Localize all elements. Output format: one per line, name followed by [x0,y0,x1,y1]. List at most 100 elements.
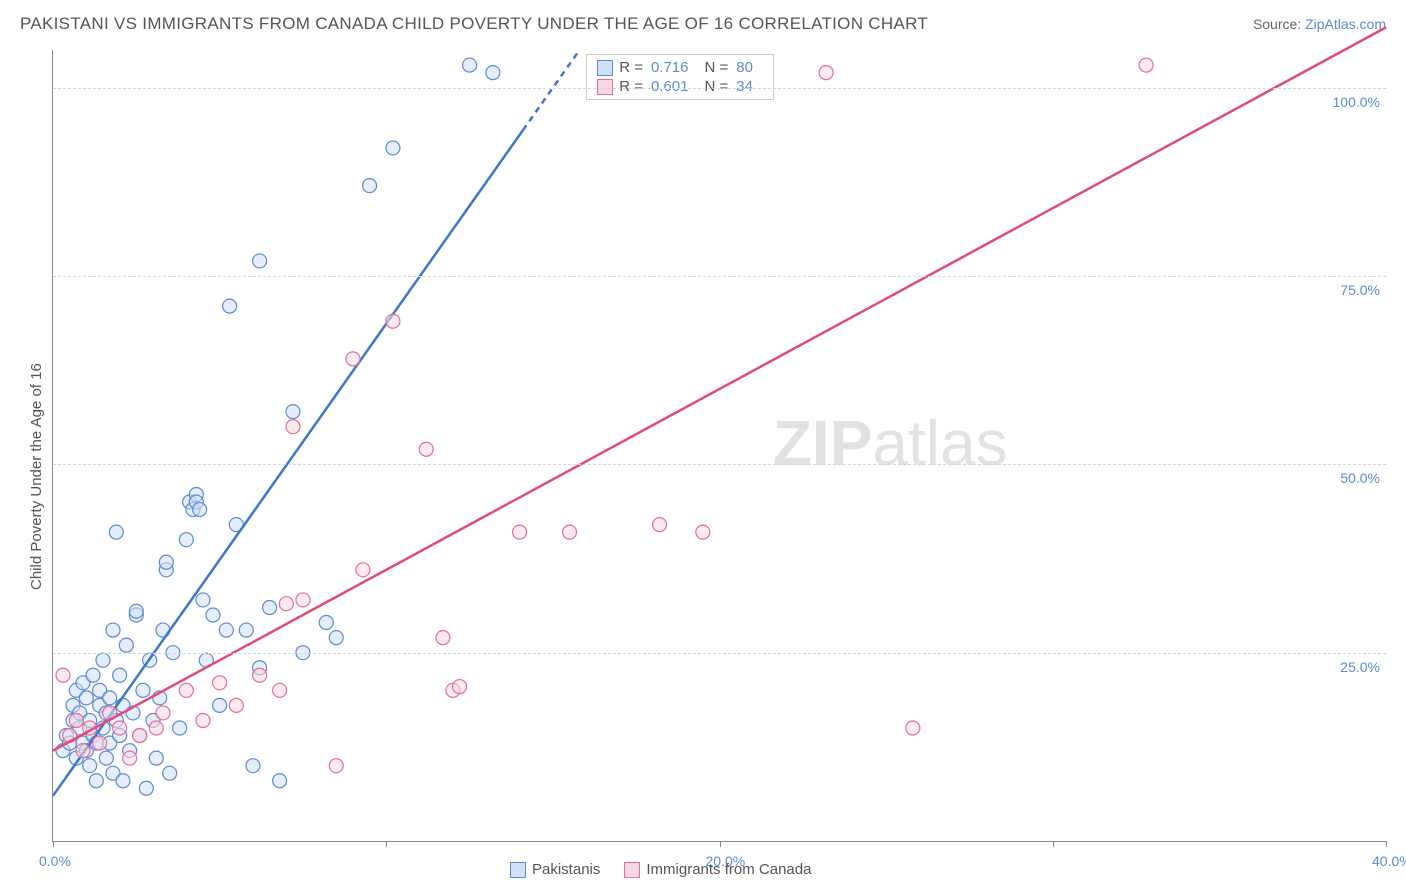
x-tick-mark [1386,841,1387,847]
data-point [219,623,233,637]
data-point [346,352,360,366]
data-point [123,751,137,765]
data-point [86,668,100,682]
y-tick-label: 75.0% [1340,282,1380,298]
data-point [106,623,120,637]
data-point [286,405,300,419]
legend-stats: R =0.716N =80R =0.601N =34 [586,54,774,100]
data-point [513,525,527,539]
gridline [53,464,1386,465]
data-point [89,774,103,788]
trend-line-dashed [523,50,580,130]
gridline [53,276,1386,277]
data-point [563,525,577,539]
legend-n-label: N = [705,78,729,95]
x-tick-label: 0.0% [39,853,71,869]
data-point [159,555,173,569]
data-point [136,683,150,697]
data-point [463,58,477,72]
y-tick-label: 25.0% [1340,659,1380,675]
data-point [156,706,170,720]
data-point [103,691,117,705]
legend-n-value: 80 [736,59,753,76]
data-point [196,593,210,607]
data-point [109,525,123,539]
data-point [436,631,450,645]
data-point [179,533,193,547]
source-prefix: Source: [1253,16,1305,32]
header: PAKISTANI VS IMMIGRANTS FROM CANADA CHIL… [20,14,1386,34]
data-point [193,503,207,517]
data-point [419,442,433,456]
data-point [386,314,400,328]
legend-series-item: Pakistanis [510,861,600,878]
legend-series: Pakistanis Immigrants from Canada [510,861,811,878]
data-point [99,751,113,765]
data-point [239,623,253,637]
y-tick-label: 50.0% [1340,470,1380,486]
data-point [356,563,370,577]
data-point [213,676,227,690]
data-point [196,713,210,727]
legend-series-label: Pakistanis [532,861,600,878]
data-point [273,774,287,788]
legend-r-value: 0.716 [651,59,689,76]
data-point [79,691,93,705]
legend-r-label: R = [619,59,643,76]
data-point [246,759,260,773]
gridline [53,653,1386,654]
data-point [149,751,163,765]
plot-area: ZIPatlas R =0.716N =80R =0.601N =34 25.0… [52,50,1386,842]
data-point [69,713,83,727]
x-tick-mark [1053,841,1054,847]
data-point [319,616,333,630]
chart-title: PAKISTANI VS IMMIGRANTS FROM CANADA CHIL… [20,14,928,34]
gridline [53,88,1386,89]
data-point [286,420,300,434]
data-point [296,593,310,607]
data-point [253,668,267,682]
data-point [206,608,220,622]
x-tick-mark [53,841,54,847]
data-point [453,680,467,694]
data-point [273,683,287,697]
trend-line [53,27,1386,750]
legend-swatch [597,79,613,95]
data-point [329,631,343,645]
data-point [76,744,90,758]
data-point [1139,58,1153,72]
x-tick-label: 40.0% [1372,853,1406,869]
x-tick-mark [720,841,721,847]
data-point [119,638,133,652]
legend-series-label: Immigrants from Canada [646,861,811,878]
legend-stats-row: R = 0.716 N = 80 [597,59,763,76]
legend-series-item: Immigrants from Canada [624,861,811,878]
data-point [93,736,107,750]
data-point [696,525,710,539]
data-point [133,729,147,743]
data-point [363,179,377,193]
legend-r-label: R = [619,78,643,95]
legend-n-label: N = [705,59,729,76]
data-point [279,597,293,611]
data-point [386,141,400,155]
y-axis-title: Child Poverty Under the Age of 16 [28,363,45,590]
data-point [116,774,130,788]
legend-swatch [510,862,526,878]
data-point [163,766,177,780]
legend-n-value: 34 [736,78,753,95]
chart-svg [53,50,1386,841]
data-point [56,668,70,682]
data-point [906,721,920,735]
legend-swatch [624,862,640,878]
source-link[interactable]: ZipAtlas.com [1305,16,1386,32]
data-point [139,781,153,795]
data-point [329,759,343,773]
data-point [179,683,193,697]
data-point [173,721,187,735]
data-point [486,66,500,80]
data-point [253,254,267,268]
data-point [113,721,127,735]
data-point [223,299,237,313]
source-attribution: Source: ZipAtlas.com [1253,16,1386,32]
